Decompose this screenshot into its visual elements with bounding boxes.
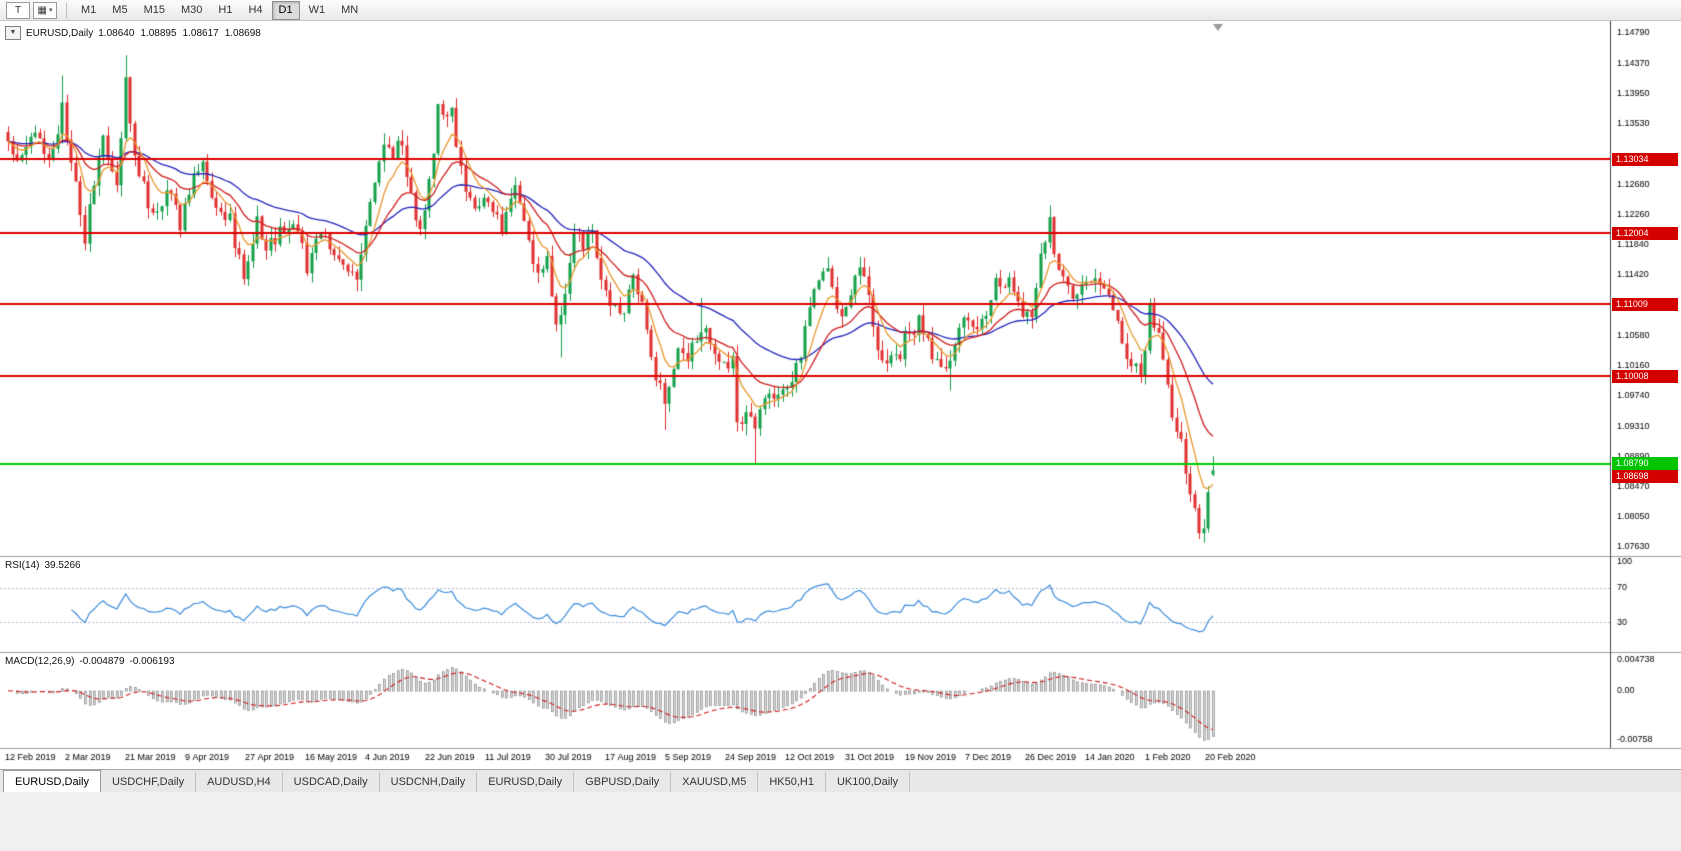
chart-symbol-label: EURUSD,Daily xyxy=(26,27,94,39)
templates-icon[interactable]: ▦ ▾ xyxy=(33,1,57,19)
resistance-price-badge: 1.13034 xyxy=(1612,153,1678,166)
chart-tab-usdcnh-daily[interactable]: USDCNH,Daily xyxy=(380,772,478,792)
chevron-down-icon[interactable]: ▼ xyxy=(5,26,21,40)
toolbar-separator xyxy=(66,2,67,18)
chart-tab-eurusd-daily-2[interactable]: EURUSD,Daily xyxy=(477,772,575,792)
chart-tab-usdchf-daily[interactable]: USDCHF,Daily xyxy=(101,772,197,792)
price-chart-canvas[interactable] xyxy=(0,21,1681,769)
timeframe-button-m1[interactable]: M1 xyxy=(81,4,97,16)
chart-window-icon[interactable]: T xyxy=(6,1,30,19)
chart-window: ▼ EURUSD,Daily 1.08640 1.08895 1.08617 1… xyxy=(0,21,1681,769)
timeframe-button-m15[interactable]: M15 xyxy=(143,4,165,16)
status-strip xyxy=(0,792,1681,851)
rsi-value: 39.5266 xyxy=(44,560,81,571)
resistance-price-badge: 1.12004 xyxy=(1612,227,1678,240)
top-toolbar: T ▦ ▾ M1 M5 M15 M30 H1 H4 D1 W1 MN xyxy=(0,0,1681,21)
timeframe-button-m5[interactable]: M5 xyxy=(112,4,128,16)
timeframe-button-d1[interactable]: D1 xyxy=(271,0,300,20)
timeframe-button-w1[interactable]: W1 xyxy=(308,4,326,16)
macd-name: MACD(12,26,9) xyxy=(5,656,75,667)
chart-tab-eurusd-daily[interactable]: EURUSD,Daily xyxy=(3,770,101,792)
chart-tab-hk50-h1[interactable]: HK50,H1 xyxy=(758,772,826,792)
open-value: 1.08640 xyxy=(98,27,135,39)
chart-tab-gbpusd-daily[interactable]: GBPUSD,Daily xyxy=(574,772,672,792)
chart-ohlc-values: 1.08640 1.08895 1.08617 1.08698 xyxy=(98,28,261,39)
chart-window-icon-glyph: T xyxy=(14,4,22,16)
chevron-down-icon: ▾ xyxy=(48,6,53,14)
support-price-badge: 1.10008 xyxy=(1612,370,1678,383)
macd-signal-value: -0.006193 xyxy=(129,656,175,667)
timeframe-button-mn[interactable]: MN xyxy=(341,4,359,16)
chart-tab-xauusd-m5[interactable]: XAUUSD,M5 xyxy=(671,772,759,792)
rsi-indicator-label: RSI(14) 39.5266 xyxy=(5,560,86,571)
chart-tab-audusd-h4[interactable]: AUDUSD,H4 xyxy=(196,772,283,792)
resistance-price-badge: 1.11009 xyxy=(1612,298,1678,311)
low-value: 1.08617 xyxy=(182,27,219,39)
current-price-badge: 1.08698 xyxy=(1612,470,1678,483)
chart-tab-usdcad-daily[interactable]: USDCAD,Daily xyxy=(283,772,380,792)
macd-indicator-label: MACD(12,26,9) -0.004879 -0.006193 xyxy=(5,656,180,667)
timeframe-button-h1[interactable]: H1 xyxy=(218,4,233,16)
high-value: 1.08895 xyxy=(140,27,177,39)
green-line-price-badge: 1.08790 xyxy=(1612,457,1678,470)
chart-tab-uk100-daily[interactable]: UK100,Daily xyxy=(826,772,911,792)
timeframe-button-m30[interactable]: M30 xyxy=(180,4,203,16)
templates-icon-glyph: ▦ xyxy=(37,4,47,16)
timeframe-button-h4[interactable]: H4 xyxy=(248,4,263,16)
chart-title-bar: ▼ EURUSD,Daily 1.08640 1.08895 1.08617 1… xyxy=(5,26,261,40)
close-value: 1.08698 xyxy=(224,27,261,39)
chart-tabs-bar: EURUSD,Daily USDCHF,Daily AUDUSD,H4 USDC… xyxy=(0,769,1681,792)
macd-main-value: -0.004879 xyxy=(79,656,125,667)
rsi-name: RSI(14) xyxy=(5,560,40,571)
